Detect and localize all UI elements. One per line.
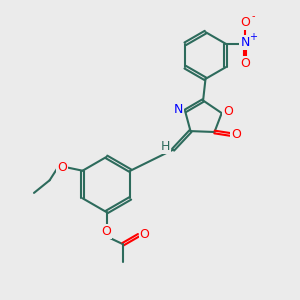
Text: O: O [57,161,67,174]
Text: O: O [140,227,149,241]
Text: N: N [174,103,183,116]
Text: O: O [240,16,250,29]
Text: O: O [231,128,241,141]
Text: -: - [252,11,255,21]
Text: O: O [224,105,233,118]
Text: O: O [102,225,111,238]
Text: N: N [240,36,250,49]
Text: H: H [161,140,170,153]
Text: O: O [240,57,250,70]
Text: +: + [249,32,257,42]
